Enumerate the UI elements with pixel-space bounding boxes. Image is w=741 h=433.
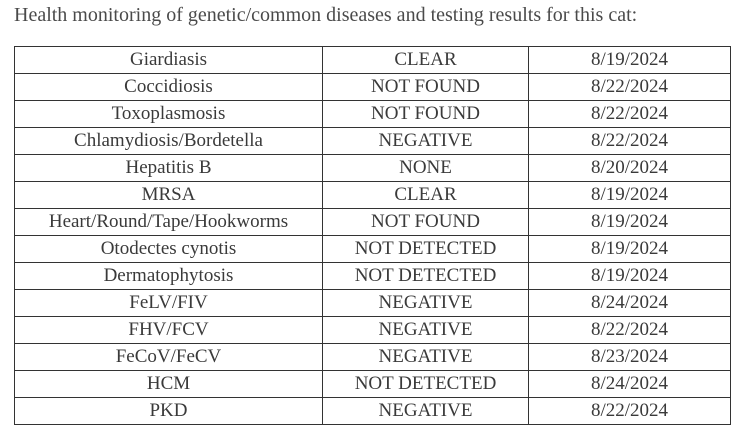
date-cell: 8/24/2024 [528, 289, 731, 317]
date-cell: 8/19/2024 [528, 208, 731, 236]
date-cell: 8/23/2024 [528, 343, 731, 371]
disease-cell: FeCoV/FeCV [14, 343, 323, 371]
table-row: Otodectes cynotis NOT DETECTED 8/19/2024 [14, 235, 731, 263]
date-cell: 8/22/2024 [528, 316, 731, 344]
result-cell: NOT DETECTED [322, 262, 529, 290]
result-cell: NOT DETECTED [322, 235, 529, 263]
disease-cell: Hepatitis B [14, 154, 323, 182]
date-cell: 8/19/2024 [528, 235, 731, 263]
table-row: Hepatitis B NONE 8/20/2024 [14, 154, 731, 182]
table-row: MRSA CLEAR 8/19/2024 [14, 181, 731, 209]
date-cell: 8/19/2024 [528, 46, 731, 74]
date-cell: 8/22/2024 [528, 100, 731, 128]
date-cell: 8/22/2024 [528, 397, 731, 425]
result-cell: CLEAR [322, 181, 529, 209]
heading: Health monitoring of genetic/common dise… [14, 4, 638, 26]
table-row: PKD NEGATIVE 8/22/2024 [14, 397, 731, 425]
table-row: Dermatophytosis NOT DETECTED 8/19/2024 [14, 262, 731, 290]
date-cell: 8/19/2024 [528, 181, 731, 209]
result-cell: NOT FOUND [322, 208, 529, 236]
disease-cell: FHV/FCV [14, 316, 323, 344]
date-cell: 8/24/2024 [528, 370, 731, 398]
result-cell: NONE [322, 154, 529, 182]
results-table: Giardiasis CLEAR 8/19/2024 Coccidiosis NOT F… [14, 46, 731, 425]
disease-cell: Giardiasis [14, 46, 323, 74]
table-row: Coccidiosis NOT FOUND 8/22/2024 [14, 73, 731, 101]
disease-cell: HCM [14, 370, 323, 398]
disease-cell: Toxoplasmosis [14, 100, 323, 128]
table-row: HCM NOT DETECTED 8/24/2024 [14, 370, 731, 398]
disease-cell: Dermatophytosis [14, 262, 323, 290]
result-cell: CLEAR [322, 46, 529, 74]
table-row: Heart/Round/Tape/Hookworms NOT FOUND 8/19/… [14, 208, 731, 236]
table-body: Giardiasis CLEAR 8/19/2024 Coccidiosis NOT F… [14, 46, 731, 425]
table-row: Toxoplasmosis NOT FOUND 8/22/2024 [14, 100, 731, 128]
table-row: FeLV/FIV NEGATIVE 8/24/2024 [14, 289, 731, 317]
disease-cell: FeLV/FIV [14, 289, 323, 317]
result-cell: NEGATIVE [322, 343, 529, 371]
disease-cell: Heart/Round/Tape/Hookworms [14, 208, 323, 236]
disease-cell: Chlamydiosis/Bordetella [14, 127, 323, 155]
disease-cell: MRSA [14, 181, 323, 209]
result-cell: NEGATIVE [322, 316, 529, 344]
date-cell: 8/22/2024 [528, 127, 731, 155]
disease-cell: PKD [14, 397, 323, 425]
date-cell: 8/22/2024 [528, 73, 731, 101]
result-cell: NOT FOUND [322, 100, 529, 128]
table-row: FeCoV/FeCV NEGATIVE 8/23/2024 [14, 343, 731, 371]
table-row: Giardiasis CLEAR 8/19/2024 [14, 46, 731, 74]
date-cell: 8/20/2024 [528, 154, 731, 182]
result-cell: NEGATIVE [322, 397, 529, 425]
result-cell: NEGATIVE [322, 289, 529, 317]
table-row: Chlamydiosis/Bordetella NEGATIVE 8/22/2024 [14, 127, 731, 155]
result-cell: NOT DETECTED [322, 370, 529, 398]
result-cell: NEGATIVE [322, 127, 529, 155]
disease-cell: Coccidiosis [14, 73, 323, 101]
disease-cell: Otodectes cynotis [14, 235, 323, 263]
date-cell: 8/19/2024 [528, 262, 731, 290]
result-cell: NOT FOUND [322, 73, 529, 101]
table-row: FHV/FCV NEGATIVE 8/22/2024 [14, 316, 731, 344]
